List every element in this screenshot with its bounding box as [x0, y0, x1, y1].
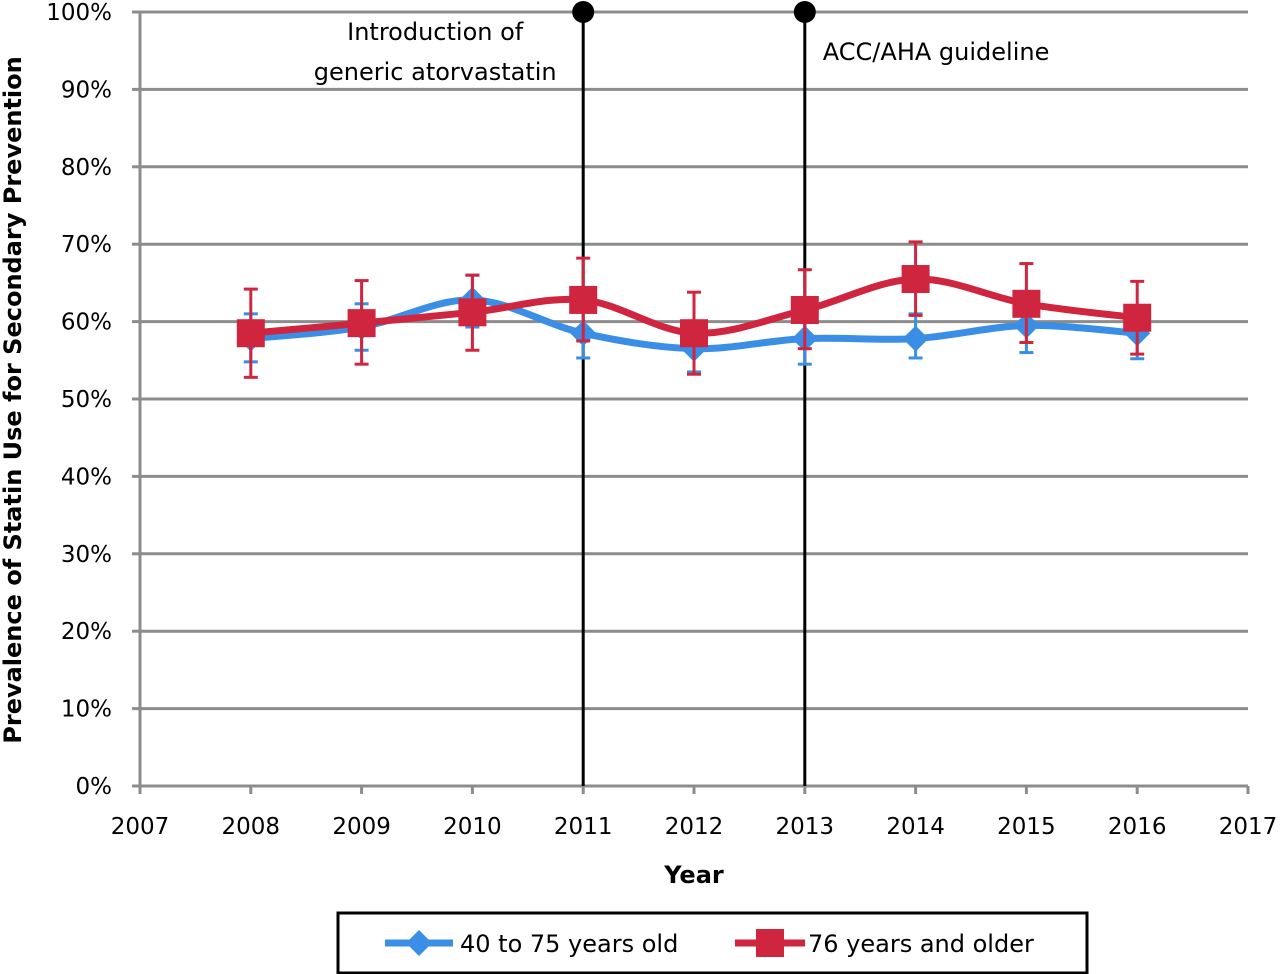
y-tick-label: 80%: [61, 155, 112, 181]
annotation-dot: [793, 1, 816, 23]
legend-box: [336, 911, 1089, 974]
y-tick-label: 100%: [46, 0, 112, 26]
x-axis-title: Year: [663, 861, 724, 889]
legend-item: 76 years and older: [735, 929, 1034, 958]
data-point-square: [790, 295, 819, 324]
x-tick-labels: 2007 2008 2009 2010 2011 2012 2013 2014 2015 2016…: [111, 814, 1278, 840]
y-tick-label: 50%: [61, 387, 112, 413]
x-tick-label: 2008: [222, 814, 281, 840]
x-tick-label: 2016: [1108, 814, 1167, 840]
y-tick-label: 60%: [61, 310, 112, 336]
data-point-square: [1012, 289, 1041, 318]
legend-label: 40 to 75 years old: [460, 930, 678, 958]
y-tick-label: 70%: [61, 232, 112, 258]
x-tick-label: 2012: [665, 814, 724, 840]
annotation-text: generic atorvastatin: [314, 58, 557, 86]
x-tick-label: 2010: [443, 814, 502, 840]
data-series: [236, 240, 1152, 379]
data-point-square: [901, 265, 930, 294]
x-tick-label: 2017: [1219, 814, 1278, 840]
data-point-diamond: [902, 325, 929, 352]
data-point-square: [236, 319, 265, 348]
y-tick-label: 90%: [61, 77, 112, 103]
annotation-text: Introduction of: [347, 18, 524, 46]
data-point-square: [1123, 303, 1152, 332]
data-point-square: [458, 298, 487, 327]
y-axis-title: Prevalence of Statin Use for Secondary P…: [0, 56, 27, 743]
y-tick-label: 0%: [76, 774, 113, 800]
annotations: Introduction of generic atorvastatin ACC/A…: [314, 1, 1050, 786]
y-tick-label: 30%: [61, 542, 112, 568]
legend-item: 40 to 75 years old: [385, 930, 678, 958]
x-tick-label: 2009: [332, 814, 391, 840]
legend-label: 76 years and older: [808, 930, 1034, 958]
annotation-dot: [572, 1, 595, 23]
axes: [132, 10, 1250, 794]
y-tick-labels: 0% 10% 20% 30% 40% 50% 60% 70% 80% 90% 100%: [46, 0, 112, 800]
y-tick-label: 40%: [61, 464, 112, 490]
legend: 40 to 75 years old 76 years and older: [336, 911, 1089, 974]
data-point-square: [756, 929, 784, 957]
x-tick-label: 2011: [554, 814, 613, 840]
annotation-text: ACC/AHA guideline: [823, 38, 1050, 66]
y-tick-label: 10%: [61, 697, 112, 723]
data-point-square: [680, 319, 708, 348]
x-tick-label: 2013: [776, 814, 835, 840]
data-point-diamond: [406, 930, 432, 956]
series-older: [236, 240, 1152, 379]
x-tick-label: 2007: [111, 814, 170, 840]
y-tick-label: 20%: [61, 619, 112, 645]
x-tick-label: 2014: [886, 814, 945, 840]
x-tick-label: 2015: [997, 814, 1056, 840]
data-point-square: [569, 285, 598, 314]
data-point-square: [347, 309, 376, 338]
